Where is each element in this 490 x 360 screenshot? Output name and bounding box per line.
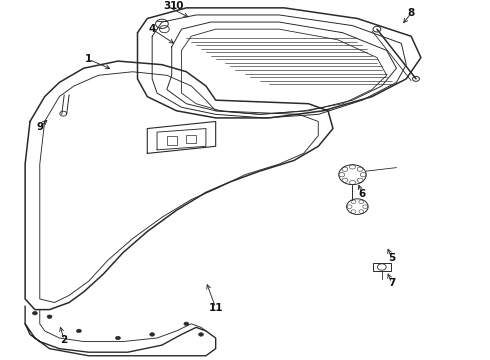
Circle shape xyxy=(150,333,155,336)
Text: 10: 10 xyxy=(170,1,184,11)
Circle shape xyxy=(76,329,81,333)
Bar xyxy=(186,135,196,144)
Text: 9: 9 xyxy=(36,122,43,132)
Text: 1: 1 xyxy=(85,54,92,64)
Circle shape xyxy=(184,322,189,325)
Text: 2: 2 xyxy=(61,335,68,345)
Text: 11: 11 xyxy=(208,303,223,313)
Bar xyxy=(373,263,391,271)
Text: 3: 3 xyxy=(163,1,171,11)
Bar xyxy=(167,136,176,144)
Circle shape xyxy=(47,315,52,319)
Circle shape xyxy=(32,311,37,315)
Circle shape xyxy=(116,336,121,340)
Text: 6: 6 xyxy=(359,189,366,199)
Text: 4: 4 xyxy=(148,24,156,34)
Text: 5: 5 xyxy=(388,253,395,263)
Text: 7: 7 xyxy=(388,278,395,288)
Circle shape xyxy=(198,333,203,336)
Text: 8: 8 xyxy=(408,8,415,18)
